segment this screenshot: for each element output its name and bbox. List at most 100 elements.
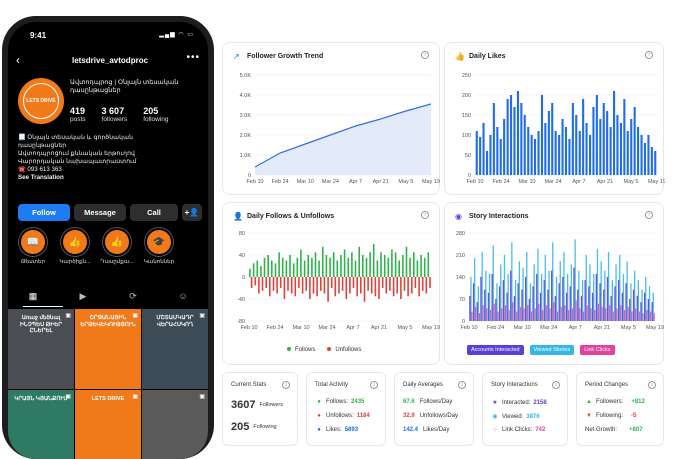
info-icon[interactable]: i xyxy=(458,381,466,389)
post-thumbnail[interactable]: ՄՇՏԱՄԿԱԴՐ ՎԵՐԱՀՍԿՈՂ ▣ xyxy=(142,309,208,389)
x-tick-label: May 5 xyxy=(624,179,639,185)
x-tick-label: Mar 24 xyxy=(322,179,339,185)
info-icon[interactable]: i xyxy=(421,51,429,59)
y-tick-label: 0 xyxy=(248,173,251,179)
highlight-item[interactable]: 🎓 Կանոններ xyxy=(144,228,174,265)
story-bar xyxy=(492,245,494,321)
x-tick-label: Apr 7 xyxy=(572,179,585,185)
story-bar xyxy=(544,255,546,321)
likes-bar xyxy=(623,99,626,175)
follows-bar xyxy=(296,257,299,278)
follows-bar xyxy=(376,260,379,277)
carousel-icon: ▣ xyxy=(132,394,138,400)
back-icon[interactable]: ‹ xyxy=(16,53,20,67)
likes-bar xyxy=(486,151,489,175)
highlight-item[interactable]: 👍 Դասըմքա... xyxy=(100,228,134,265)
story-bar xyxy=(600,261,602,321)
reposts-tab-icon[interactable]: ⟳ xyxy=(129,290,137,301)
info-icon[interactable]: i xyxy=(552,381,560,389)
thumbs-up-icon: 👍 xyxy=(61,228,89,256)
story-bar xyxy=(603,289,605,321)
highlight-item[interactable]: 📖 Թեստեր xyxy=(18,228,48,265)
reels-tab-icon[interactable]: ▶ xyxy=(79,290,87,301)
info-icon[interactable]: i xyxy=(282,381,290,389)
follow-button[interactable]: Follow xyxy=(18,204,70,221)
x-tick-label: Feb 10 xyxy=(466,179,483,185)
info-icon[interactable]: i xyxy=(648,381,656,389)
see-translation-link[interactable]: See Translation xyxy=(18,174,64,181)
story-bar xyxy=(580,295,583,321)
tagged-tab-icon[interactable]: ☺ xyxy=(178,291,188,301)
follows-bar xyxy=(369,252,371,278)
story-bar xyxy=(607,251,610,321)
story-bar xyxy=(579,308,581,321)
story-bar xyxy=(652,292,654,321)
post-thumbnail[interactable]: Առաջ մեծնալ ԻՆՉՊԵՍ ԹԻԵՐ ԸՆԵՐԵԼ ▣ xyxy=(8,309,74,389)
stat-following[interactable]: 205 following xyxy=(143,106,168,123)
message-button[interactable]: Message xyxy=(74,204,126,221)
follows-bar xyxy=(420,255,422,277)
row-label: Likes: xyxy=(326,427,342,433)
post-thumbnail[interactable]: ▣ xyxy=(142,390,208,459)
row-value: 1184 xyxy=(356,413,370,419)
likes-bar xyxy=(551,103,554,175)
info-icon[interactable]: i xyxy=(645,211,653,219)
y-tick-label: 100 xyxy=(462,133,471,139)
unfollows-dot-icon xyxy=(327,347,332,352)
follows-bar xyxy=(318,260,320,277)
unfollows-bar xyxy=(298,277,300,288)
unfollows-bar xyxy=(254,277,257,286)
highlight-item[interactable]: 👍 Կարծիքն... xyxy=(59,228,91,265)
stat-followers-label: followers xyxy=(101,116,128,123)
x-tick-label: Apr 7 xyxy=(569,325,582,331)
story-bar xyxy=(612,311,614,321)
story-bar xyxy=(610,295,612,321)
story-bar xyxy=(538,303,540,321)
avatar[interactable]: LETS DRIVE xyxy=(18,78,64,124)
story-bar xyxy=(504,305,506,321)
follows-bar xyxy=(351,252,353,278)
story-bar xyxy=(487,292,490,321)
story-bar xyxy=(471,311,473,321)
profile-tabs: ▦ ▶ ⟳ ☺ xyxy=(8,288,208,304)
likes-bar xyxy=(510,95,513,175)
likes-bar xyxy=(523,115,526,175)
stat-posts[interactable]: 419 posts xyxy=(70,106,86,123)
x-tick-label: Apr 21 xyxy=(597,179,613,185)
info-icon[interactable]: i xyxy=(370,381,378,389)
follows-bar xyxy=(281,257,284,278)
story-stats-card: Story Interactions i ★ Interacted: 2158 ◉ V… xyxy=(482,372,568,446)
bio-line: Ավտոդպրոցում քննական երթուղով xyxy=(18,150,135,157)
y-tick-label: 3.0K xyxy=(240,113,252,119)
x-tick-label: Mar 10 xyxy=(292,325,309,331)
x-tick-label: Mar 24 xyxy=(318,325,335,331)
post-caption: LETS DRIVE xyxy=(91,396,125,402)
x-tick-label: May 19 xyxy=(648,179,665,185)
likes-bar xyxy=(640,135,643,175)
story-bar xyxy=(541,273,543,321)
unfollows-bar xyxy=(392,277,395,297)
more-icon[interactable]: ••• xyxy=(186,52,200,63)
info-icon[interactable]: i xyxy=(645,51,653,59)
post-thumbnail[interactable]: LETS DRIVE ▣ xyxy=(75,390,141,459)
chart-legend: Follows Unfollows xyxy=(287,347,361,353)
likes-bar xyxy=(568,139,571,175)
stat-followers[interactable]: 3 607 followers xyxy=(102,106,128,123)
followers-count: 3607 xyxy=(231,399,256,411)
row-value: +812 xyxy=(631,399,645,405)
post-thumbnail[interactable]: ԿՐԱՅՆ ԿՅԱՆՔՈՒՄ ▣ xyxy=(8,390,74,459)
x-tick-label: Feb 24 xyxy=(266,325,283,331)
follows-bar xyxy=(332,252,335,278)
follows-bar xyxy=(303,260,306,277)
unfollows-bar xyxy=(327,277,329,302)
grid-tab-icon[interactable]: ▦ xyxy=(28,290,38,301)
carousel-icon: ▣ xyxy=(199,394,205,400)
post-thumbnail[interactable]: ՇՐՋԱՆԱՅԻՆ ԵՐԹԵՎԵԿՈՒԹՅՈՒՆ ▣ xyxy=(75,309,141,389)
call-button[interactable]: Call xyxy=(130,204,178,221)
info-icon[interactable]: i xyxy=(421,211,429,219)
likes-bar xyxy=(626,131,629,175)
add-user-button[interactable]: +👤 xyxy=(182,204,202,221)
unfollows-bar xyxy=(356,277,358,297)
y-tick-label: 250 xyxy=(462,73,471,79)
